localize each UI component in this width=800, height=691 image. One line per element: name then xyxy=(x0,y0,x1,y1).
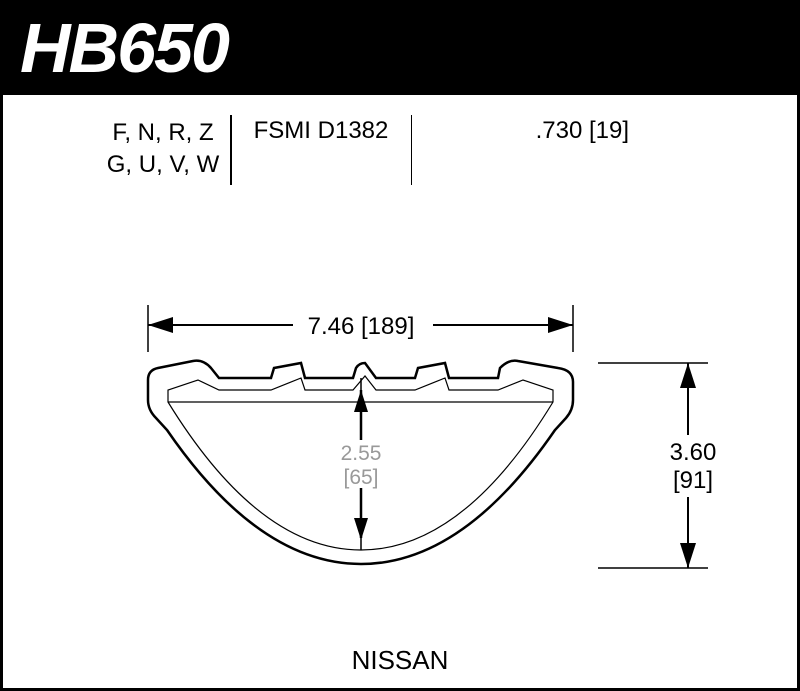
thickness-in: .730 xyxy=(536,117,583,144)
spec-thickness: .730 [19] xyxy=(414,117,644,185)
height-in: 3.60 xyxy=(670,439,717,466)
codes-line2: G, U, V, W xyxy=(98,149,228,181)
spec-fsmi: FSMI D1382 xyxy=(234,117,409,185)
height-dimension: 3.60 [91] xyxy=(598,363,743,568)
header-bar: HB650 xyxy=(0,0,800,95)
center-dimension: 2.55 [65] xyxy=(337,440,385,489)
part-number-title: HB650 xyxy=(20,8,228,88)
codes-line1: F, N, R, Z xyxy=(98,117,228,149)
brake-pad-diagram: 7.46 [189] 3.60 [91] xyxy=(3,250,797,690)
manufacturer-label: NISSAN xyxy=(3,645,797,676)
spec-separator xyxy=(411,115,413,185)
center-mm: [65] xyxy=(343,466,378,489)
content-frame: F, N, R, Z G, U, V, W FSMI D1382 .730 [1… xyxy=(0,95,800,691)
spec-row: F, N, R, Z G, U, V, W FSMI D1382 .730 [1… xyxy=(3,95,797,185)
height-mm: [91] xyxy=(673,467,713,494)
svg-text:7.46 [189]: 7.46 [189] xyxy=(308,313,415,340)
center-in: 2.55 xyxy=(341,442,382,465)
thickness-mm: [19] xyxy=(589,117,629,144)
width-in: 7.46 xyxy=(308,313,355,340)
width-dimension: 7.46 [189] xyxy=(148,305,573,352)
spec-separator xyxy=(230,115,232,185)
diagram-area: 7.46 [189] 3.60 [91] xyxy=(3,250,797,688)
spec-codes: F, N, R, Z G, U, V, W xyxy=(98,117,228,185)
width-mm: [189] xyxy=(361,313,414,340)
